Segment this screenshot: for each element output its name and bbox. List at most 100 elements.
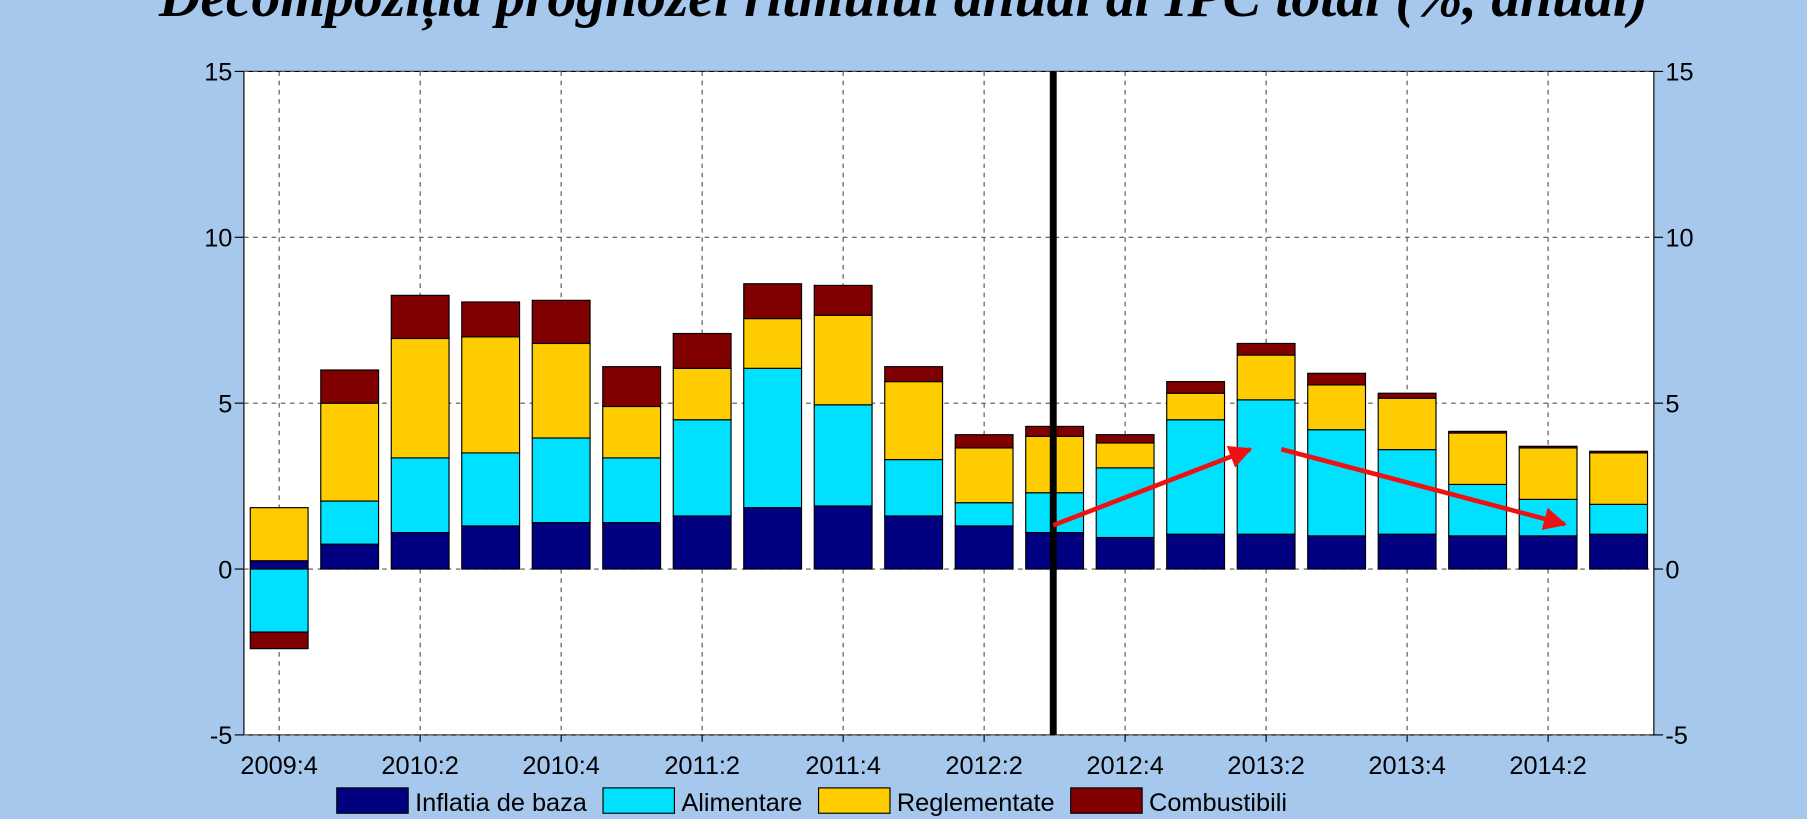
bar-segment [1377,397,1437,451]
bar-segment [249,507,309,562]
bar-segment [320,369,380,404]
trend-arrow [1280,447,1567,530]
bar-segment [1307,384,1367,431]
bar-segment [743,367,803,509]
bar-segment [1589,452,1649,505]
bar-segment [1518,447,1578,500]
bar-segment [249,568,309,633]
bar-segment [602,405,662,459]
legend-label: Reglementate [897,789,1055,817]
bar-segment [1236,354,1296,401]
bar-segment [1518,445,1578,449]
bar-segment [1377,533,1437,570]
bar-segment [743,317,803,369]
bar-segment [1095,434,1155,444]
x-tick-label: 2011:4 [805,752,881,780]
y-tick-label: 0 [218,556,232,584]
bar-segment [531,522,591,570]
bar-segment [1448,432,1508,486]
bar-segment [1095,442,1155,469]
bar-segment [1236,399,1296,535]
bar-segment [1307,535,1367,570]
chart-title: Decompoziția prognozei ritmului anual al… [158,0,1648,31]
bar-segment [1307,429,1367,537]
bar-segment [531,342,591,439]
bar-segment [320,543,380,570]
x-tick-label: 2010:4 [522,752,599,780]
bar-segment [602,366,662,408]
bar-segment [743,283,803,320]
bar-segment [1377,392,1437,399]
bar-segment [1236,342,1296,356]
bar-segment [1095,536,1155,570]
x-tick-label: 2011:2 [664,752,740,780]
bar-segment [813,284,873,316]
bar-segment [954,434,1014,449]
bar-segment [1589,450,1649,454]
y2-tick-label: 15 [1665,59,1693,87]
bar-segment [672,367,732,421]
bar-segment [1307,372,1367,386]
bar-segment [1448,483,1508,537]
bar-segment [813,404,873,507]
bar-segment [954,447,1014,504]
bar-segment [320,500,380,545]
bar-segment [1448,535,1508,570]
y-tick-label: 5 [218,390,232,418]
bar-segment [1589,533,1649,570]
bar-segment [602,457,662,524]
bar-segment [813,505,873,570]
bar-segment [390,337,450,459]
bar-segment [390,531,450,570]
x-tick-label: 2010:2 [381,752,458,780]
bar-segment [884,366,944,383]
legend: Inflatia de baza Alimentare Reglementate Co… [336,787,1287,817]
bar-segment [1095,467,1155,539]
bar-segment [602,522,662,570]
legend-swatch [817,787,891,814]
legend-label: Alimentare [681,789,802,817]
bar-segment [1518,535,1578,570]
bar-segment [390,457,450,534]
y2-tick-label: 10 [1665,225,1693,253]
legend-swatch [336,787,409,814]
bar-segment [249,631,309,650]
bar-segment [461,452,521,527]
bar-segment [531,299,591,345]
bar-segment [884,515,944,570]
bar-segment [1236,533,1296,570]
bar-segment [672,515,732,570]
bar-segment [1166,392,1226,421]
x-tick-label: 2012:2 [945,752,1022,780]
y2-tick-label: 5 [1665,390,1679,418]
bar-segment [461,336,521,454]
legend-swatch [1070,787,1143,814]
x-tick-label: 2014:2 [1509,752,1586,780]
bar-segment [743,507,803,570]
bar-segment [884,381,944,461]
y-tick-label: -5 [210,722,233,750]
bar-segment [954,502,1014,527]
bar-segment [672,419,732,517]
y2-tick-label: -5 [1665,722,1688,750]
bar-segment [1589,503,1649,535]
legend-label: Inflatia de baza [415,789,588,817]
bar-segment [1166,533,1226,570]
y2-tick-label: 0 [1665,556,1679,584]
y-tick-label: 10 [204,225,232,253]
bar-segment [461,301,521,338]
x-tick-label: 2009:4 [240,752,317,780]
bar-segment [531,437,591,524]
bar-segment [390,294,450,340]
legend-label: Combustibili [1149,789,1287,817]
legend-swatch [602,787,676,814]
bar-segment [1448,430,1508,434]
bar-segment [249,560,309,570]
bar-segment [1166,381,1226,394]
x-tick-label: 2013:2 [1227,752,1304,780]
x-tick-label: 2012:4 [1086,752,1163,780]
bar-segment [461,525,521,570]
bar-segment [1377,449,1437,535]
bar-segment [320,402,380,502]
